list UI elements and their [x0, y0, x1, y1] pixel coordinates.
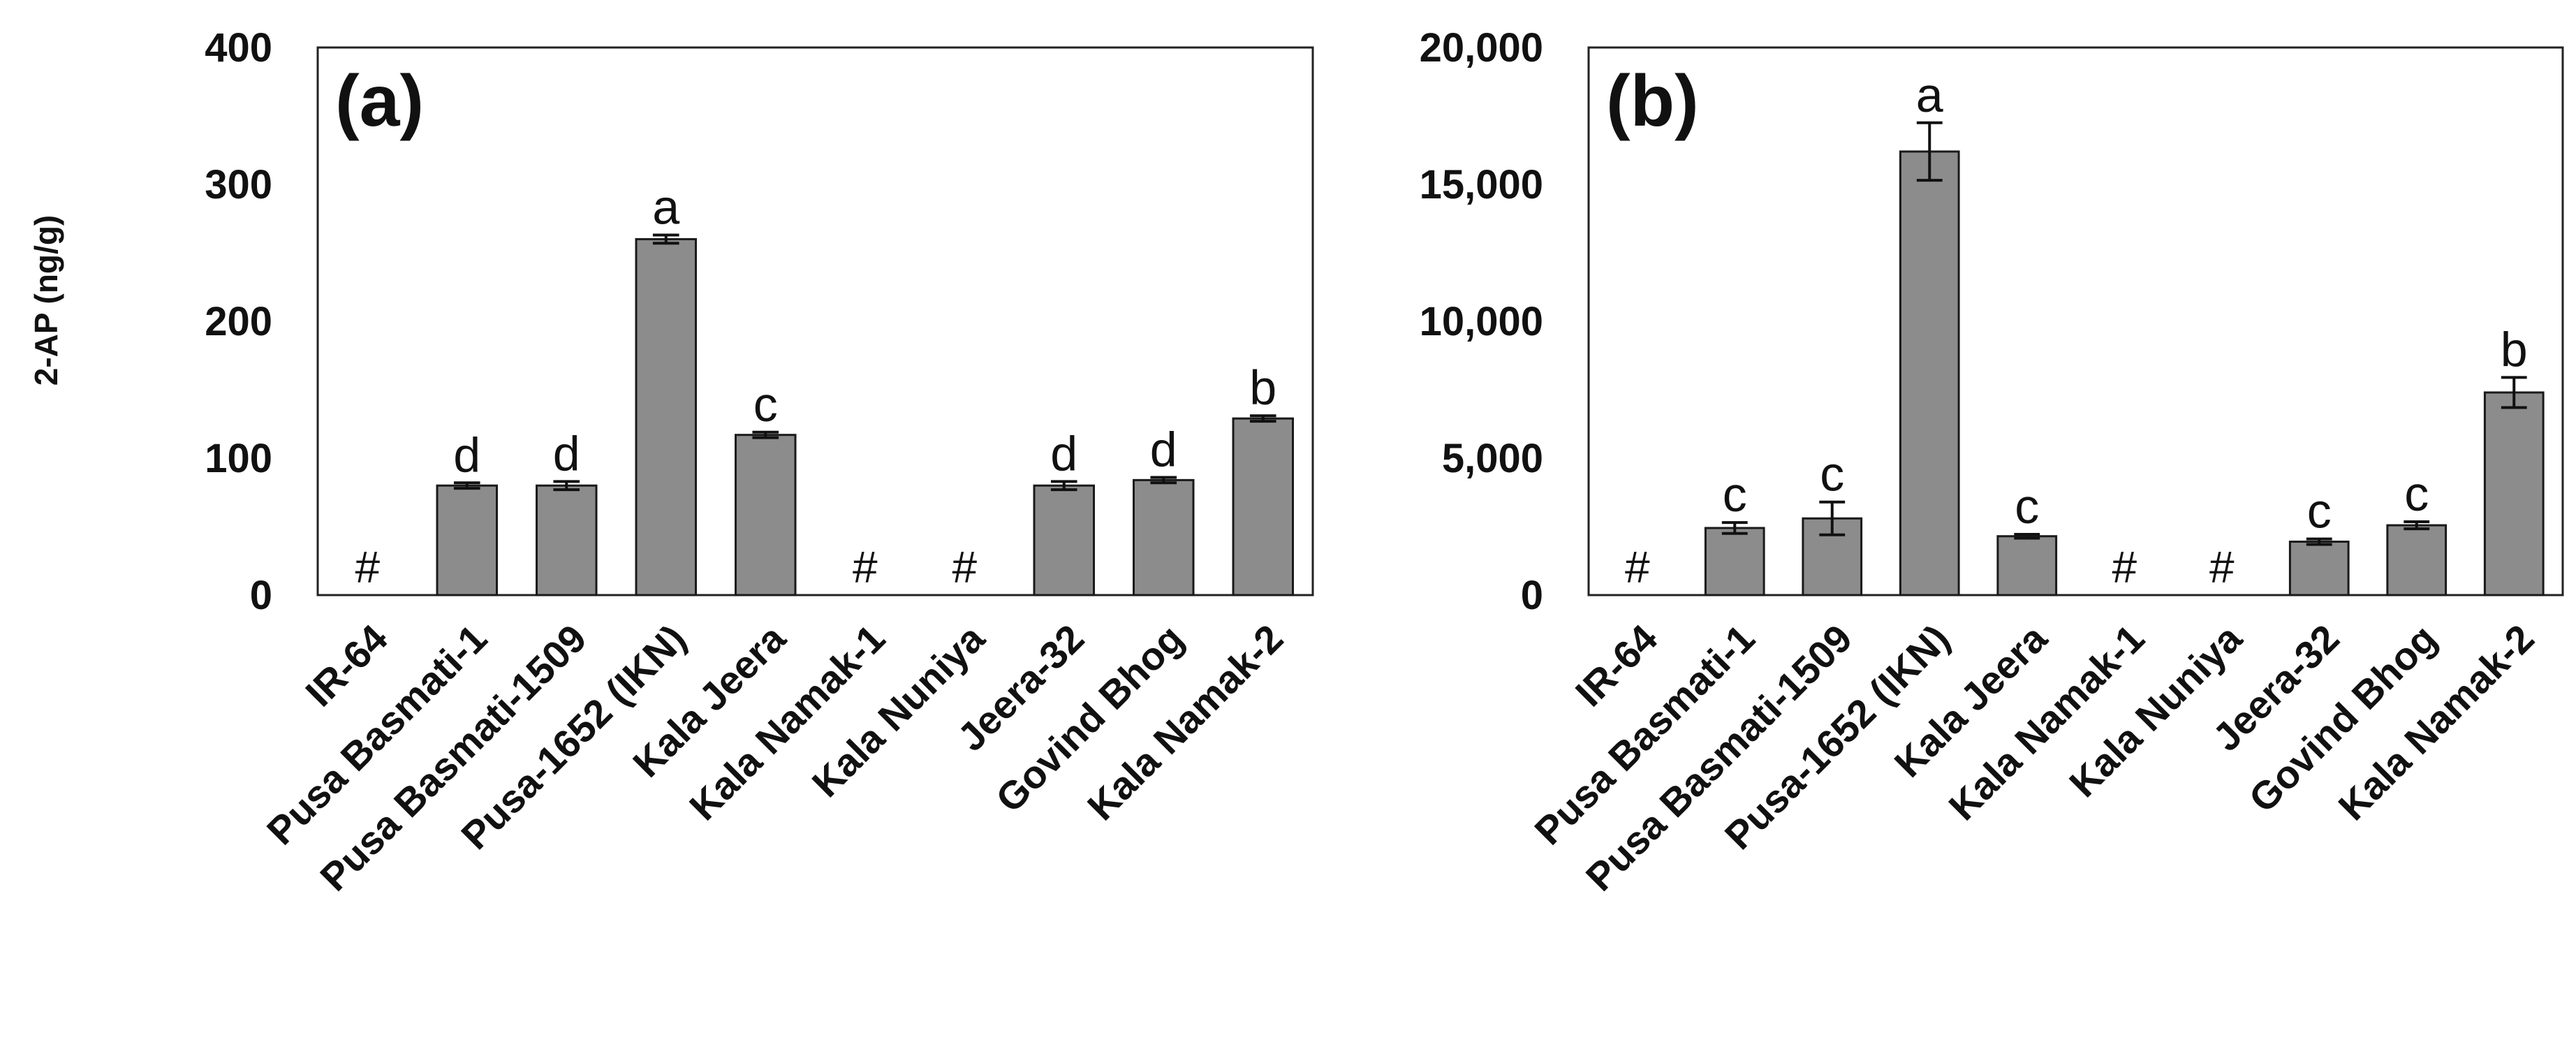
significance-letter: d: [453, 427, 480, 482]
significance-letter: d: [1050, 426, 1077, 481]
error-bar: [2404, 520, 2430, 531]
significance-letter: d: [553, 426, 580, 481]
y-tick-label: 10,000: [1420, 299, 1543, 344]
error-bar: [1150, 476, 1177, 485]
y-tick-label: 0: [250, 573, 272, 618]
bar: [436, 484, 498, 596]
error-bar: [2306, 537, 2332, 546]
bar: [2288, 541, 2350, 596]
y-tick-label: 400: [205, 25, 272, 71]
bar: [536, 484, 598, 596]
error-bar: [453, 481, 480, 490]
bar: [1133, 478, 1195, 596]
y-tick-label: 20,000: [1420, 25, 1543, 71]
y-tick-label: 15,000: [1420, 162, 1543, 207]
bar: [635, 237, 697, 596]
y-tick-label: 200: [205, 299, 272, 344]
significance-letter: c: [1820, 447, 1844, 501]
panel-label: (b): [1606, 61, 1699, 142]
bar: [735, 434, 797, 596]
error-bar: [752, 430, 779, 439]
y-tick-label: 0: [1521, 573, 1543, 618]
x-tick-label: Kala Nuniya: [804, 615, 994, 805]
error-bar: [553, 480, 580, 492]
not-detected-marker: #: [952, 542, 977, 592]
significance-letter: b: [1249, 360, 1276, 415]
error-bar: [1819, 500, 1846, 536]
error-bar: [2014, 532, 2040, 540]
significance-letter: c: [1723, 467, 1747, 522]
y-tick-label: 5,000: [1442, 436, 1543, 481]
plot-frame: [1587, 46, 2564, 596]
significance-letter: c: [753, 377, 778, 432]
not-detected-marker: #: [1625, 542, 1650, 592]
bar: [1704, 527, 1765, 596]
not-detected-marker: #: [2112, 542, 2137, 592]
bar: [1996, 535, 2058, 596]
error-bar: [2501, 376, 2527, 409]
not-detected-marker: #: [2209, 542, 2235, 592]
not-detected-marker: #: [355, 542, 380, 592]
error-bar: [1916, 121, 1943, 182]
significance-letter: c: [2307, 484, 2332, 539]
significance-letter: c: [2404, 467, 2429, 521]
significance-letter: b: [2501, 322, 2528, 376]
y-tick-label: 300: [205, 162, 272, 207]
error-bar: [652, 233, 679, 245]
error-bar: [1721, 521, 1748, 535]
bar: [1033, 484, 1095, 596]
significance-letter: a: [652, 180, 679, 235]
significance-letter: a: [1916, 68, 1943, 122]
plot-frame: [316, 46, 1314, 596]
not-detected-marker: #: [853, 542, 878, 592]
error-bar: [1249, 414, 1276, 423]
error-bar: [1050, 480, 1077, 492]
significance-letter: d: [1150, 422, 1177, 476]
bar: [1232, 417, 1294, 596]
panel-label: (a): [335, 61, 424, 142]
y-tick-label: 100: [205, 436, 272, 481]
bar: [1899, 150, 1960, 596]
bar: [2386, 524, 2448, 596]
bar: [2483, 391, 2545, 596]
significance-letter: c: [2015, 479, 2039, 534]
y-axis-label: 2-AP (ng/g): [28, 215, 64, 386]
